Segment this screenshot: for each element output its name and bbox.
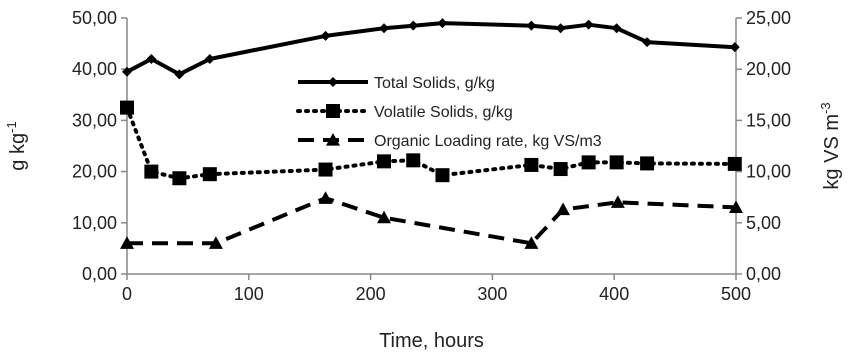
data-point-series-1 (202, 167, 217, 182)
legend-item-total-solids: Total Solids, g/kg (298, 75, 495, 92)
data-point-series-2 (318, 191, 333, 204)
data-point-series-0 (122, 66, 132, 77)
x-axis-title: Time, hours (379, 330, 484, 352)
legend-marker-total-solids (328, 77, 338, 87)
y-right-tick-label: 15,00 (746, 110, 791, 130)
data-point-series-0 (174, 69, 185, 80)
y-axis-left-title: g kg-1 (4, 121, 29, 170)
y-right-tick-label: 25,00 (746, 8, 791, 28)
data-point-series-1 (727, 156, 742, 171)
y-axis-right-title-base: kg VS m (821, 114, 843, 190)
y-left-tick-label: 20,00 (72, 162, 117, 182)
y-right-tick-label: 20,00 (746, 59, 791, 79)
legend-item-volatile-solids: Volatile Solids, g/kg (296, 104, 513, 121)
y-left-tick-label: 10,00 (72, 213, 117, 233)
y-right-tick-label: 10,00 (746, 162, 791, 182)
data-point-series-1 (581, 155, 596, 170)
y-right-tick-label: 5,00 (746, 213, 781, 233)
x-tick-label: 200 (356, 284, 386, 304)
legend: Total Solids, g/kg Volatile Solids, g/kg… (296, 75, 602, 150)
data-point-series-2 (610, 195, 625, 208)
data-point-series-1 (120, 100, 134, 115)
axes-layer: 0,00 10,00 20,00 30,00 40,00 50,00 0,00 5,00 10,… (72, 8, 791, 304)
legend-marker-volatile-solids (326, 104, 340, 118)
data-point-series-0 (583, 19, 594, 30)
y-left-tick-label: 30,00 (72, 110, 117, 130)
legend-item-organic-loading-rate: Organic Loading rate, kg VS/m3 (298, 133, 602, 150)
y-axis-right-title-exponent: -3 (818, 102, 833, 114)
series-line-2 (127, 196, 737, 246)
x-tick-label: 500 (721, 284, 751, 304)
data-point-series-0 (526, 20, 537, 31)
data-point-series-2 (120, 236, 134, 249)
data-point-series-1 (640, 156, 655, 171)
y-axis-right-title: kg VS m-3 (818, 102, 843, 189)
data-point-series-1 (406, 153, 421, 168)
y-right-tick-label: 0,00 (746, 264, 781, 284)
data-point-series-1 (376, 154, 391, 169)
data-point-series-1 (318, 162, 333, 177)
data-point-series-2 (556, 202, 571, 216)
y-axis-left-title-exponent: -1 (4, 121, 19, 133)
data-point-series-1 (144, 164, 159, 179)
x-tick-label: 300 (477, 284, 507, 304)
data-point-series-2 (208, 236, 223, 249)
data-point-series-1 (435, 168, 450, 183)
legend-label-total-solids: Total Solids, g/kg (374, 75, 495, 92)
x-tick-label: 400 (599, 284, 629, 304)
x-tick-label: 100 (234, 284, 264, 304)
data-point-series-0 (320, 30, 331, 41)
data-point-series-0 (378, 23, 389, 34)
data-point-series-0 (408, 20, 419, 31)
y-left-tick-label: 0,00 (82, 264, 117, 284)
data-point-series-2 (729, 200, 743, 214)
data-point-series-0 (729, 42, 740, 53)
data-point-series-2 (524, 236, 539, 249)
data-point-series-1 (553, 162, 568, 177)
series-line-0 (126, 21, 735, 77)
data-point-series-0 (555, 23, 566, 34)
data-point-series-2 (376, 210, 391, 224)
legend-label-volatile-solids: Volatile Solids, g/kg (374, 104, 513, 121)
data-point-series-1 (524, 157, 539, 172)
x-tick-label: 0 (122, 284, 132, 304)
y-axis-left-title-base: g kg (7, 133, 29, 171)
y-left-tick-label: 40,00 (72, 59, 117, 79)
data-point-series-1 (172, 171, 187, 186)
data-point-series-0 (204, 53, 215, 64)
data-point-series-1 (609, 155, 624, 170)
y-left-tick-label: 50,00 (72, 8, 117, 28)
legend-label-organic-loading-rate: Organic Loading rate, kg VS/m3 (374, 133, 602, 150)
data-point-series-0 (437, 18, 448, 29)
series-layer (120, 18, 743, 249)
legend-marker-organic-loading-rate (326, 133, 340, 146)
data-point-series-0 (642, 37, 653, 48)
data-point-series-0 (146, 53, 157, 64)
data-point-series-0 (611, 23, 622, 34)
